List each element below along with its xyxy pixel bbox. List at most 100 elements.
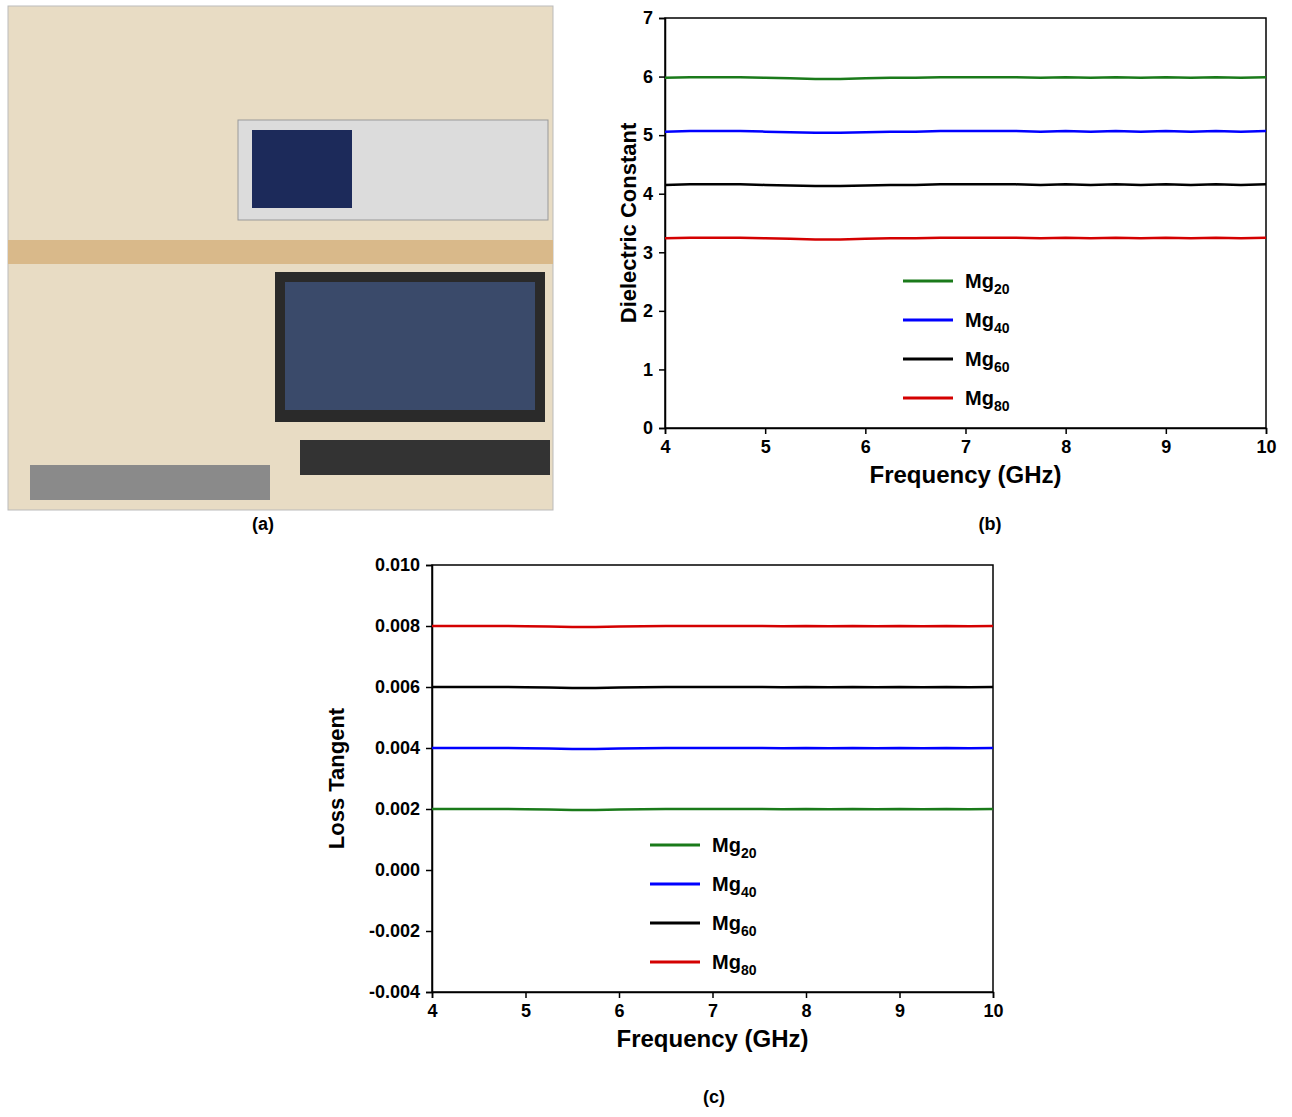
x-tick-mark <box>1065 428 1067 434</box>
legend-label: Mg80 <box>965 387 1010 414</box>
y-axis: 0 1 2 3 4 5 6 7 <box>643 8 666 438</box>
plot-lines <box>432 626 993 810</box>
legend-swatch <box>903 319 953 322</box>
y-axis-title: Loss Tangent <box>324 707 349 849</box>
legend-label: Mg60 <box>965 348 1010 375</box>
y-tick: 3 <box>643 243 665 263</box>
x-tick-label: 4 <box>660 437 670 457</box>
x-tick-mark <box>765 428 767 434</box>
legend-swatch <box>650 961 700 964</box>
y-tick-mark <box>426 992 432 994</box>
y-tick-mark <box>426 565 432 567</box>
y-tick-label: 0.002 <box>375 799 420 819</box>
y-axis-line <box>659 19 666 429</box>
y-tick-mark <box>659 18 665 20</box>
series-line <box>665 131 1266 133</box>
figure: (a) 4 5 6 7 8 9 10 0 1 2 3 4 5 6 7 Frequency (GHz) Dielec… <box>0 0 1292 1117</box>
x-tick: 7 <box>708 992 718 1021</box>
y-tick: 0.000 <box>375 860 432 880</box>
series-line <box>432 808 993 811</box>
x-tick-mark <box>1266 428 1268 434</box>
y-tick-mark <box>659 135 665 137</box>
legend: Mg20Mg40Mg60Mg80 <box>650 834 757 978</box>
series-line <box>665 77 1266 79</box>
y-tick-label: 0.004 <box>375 738 420 758</box>
y-tick-label: -0.004 <box>369 982 420 1002</box>
x-tick-label: 7 <box>961 437 971 457</box>
x-tick: 9 <box>895 992 905 1021</box>
y-tick-label: -0.002 <box>369 921 420 941</box>
x-tick: 4 <box>427 992 437 1021</box>
y-tick: 0.004 <box>375 738 432 758</box>
photo-shelf <box>8 240 553 264</box>
x-axis: 4 5 6 7 8 9 10 <box>427 992 1003 1021</box>
y-tick: 5 <box>643 125 665 145</box>
legend-label: Mg60 <box>712 912 757 939</box>
y-tick: 6 <box>643 67 665 87</box>
x-tick-label: 8 <box>1061 437 1071 457</box>
x-tick-label: 5 <box>761 437 771 457</box>
x-axis: 45678910 <box>660 428 1276 457</box>
y-tick: 4 <box>643 184 665 204</box>
legend-label: Mg80 <box>712 951 757 978</box>
y-axis-title: Dielectric Constant <box>616 122 641 323</box>
y-tick-mark <box>659 428 665 430</box>
photo-monitor <box>275 272 545 422</box>
x-tick: 7 <box>961 428 971 457</box>
y-tick-mark <box>659 252 665 254</box>
y-tick-label: 0 <box>643 418 653 438</box>
panel-label: (a) <box>252 514 274 534</box>
chart-panel: 4567891001234567Frequency (GHz)Dielectri… <box>616 8 1277 534</box>
y-tick-mark <box>659 311 665 313</box>
y-tick-label: 2 <box>643 301 653 321</box>
y-tick-mark <box>659 76 665 78</box>
x-tick-label: 5 <box>521 1001 531 1021</box>
y-tick-mark <box>426 687 432 689</box>
photo-analyzer <box>238 120 548 220</box>
photo-stage <box>30 465 270 500</box>
x-axis-line <box>666 429 1267 435</box>
x-tick: 8 <box>1061 428 1071 457</box>
y-tick-mark <box>426 870 432 872</box>
x-tick: 10 <box>1256 428 1276 457</box>
x-tick-label: 10 <box>1256 437 1276 457</box>
y-axis: -0.004-0.0020.0000.0020.0040.0060.0080.0… <box>369 555 433 1002</box>
photo-analyzer-screen <box>252 130 352 208</box>
series-line <box>665 238 1266 240</box>
x-tick-mark <box>993 992 995 998</box>
x-tick-label: 6 <box>614 1001 624 1021</box>
legend-swatch <box>903 280 953 283</box>
x-tick-mark <box>865 428 867 434</box>
y-tick-mark <box>426 626 432 628</box>
y-tick: 0.010 <box>375 555 432 575</box>
x-tick-label: 9 <box>1161 437 1171 457</box>
y-tick-label: 4 <box>643 184 653 204</box>
x-tick: 10 <box>983 992 1003 1021</box>
legend-swatch <box>650 883 700 886</box>
y-tick-mark <box>659 369 665 371</box>
y-tick-mark <box>426 748 432 750</box>
y-tick-label: 3 <box>643 243 653 263</box>
y-tick-label: 1 <box>643 360 653 380</box>
x-tick-mark <box>806 992 808 998</box>
x-axis-title: Frequency (GHz) <box>616 1025 808 1052</box>
x-tick: 8 <box>801 992 811 1021</box>
x-tick-mark <box>712 992 714 998</box>
y-tick: 0 <box>643 418 665 438</box>
x-tick-label: 10 <box>983 1001 1003 1021</box>
x-tick: 6 <box>614 992 624 1021</box>
y-tick: 0.008 <box>375 616 432 636</box>
x-tick-label: 7 <box>708 1001 718 1021</box>
legend-swatch <box>650 844 700 847</box>
x-tick: 5 <box>761 428 771 457</box>
y-tick: 7 <box>643 8 665 28</box>
y-tick: 0.002 <box>375 799 432 819</box>
photo-keyboard <box>300 440 550 475</box>
y-tick-mark <box>426 931 432 933</box>
x-axis-line <box>433 993 994 999</box>
y-tick-label: 5 <box>643 125 653 145</box>
x-tick: 5 <box>521 992 531 1021</box>
x-tick: 4 <box>660 428 670 457</box>
plot-frame <box>665 18 1266 428</box>
y-tick-label: 7 <box>643 8 653 28</box>
